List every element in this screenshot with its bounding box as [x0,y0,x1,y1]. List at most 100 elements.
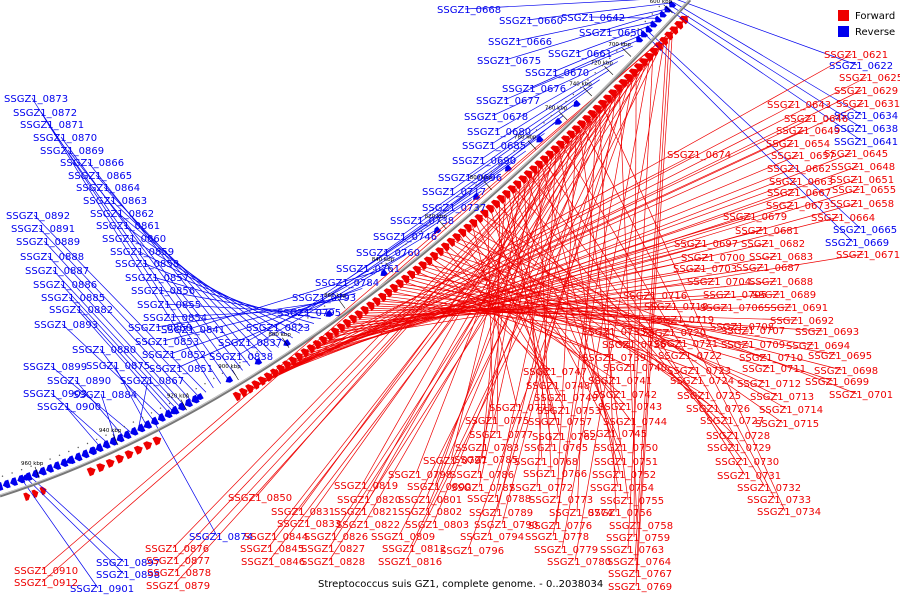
reverse-gene-label[interactable]: SSGZ1_0890 [47,376,111,387]
forward-gene-label[interactable]: SSGZ1_0646 [784,114,848,125]
forward-gene-label[interactable]: SSGZ1_0749 [534,393,598,404]
forward-gene-label[interactable]: SSGZ1_0715 [755,419,819,430]
reverse-gene-label[interactable]: SSGZ1_0685 [462,141,526,152]
forward-gene-label[interactable]: SSGZ1_0779 [534,545,598,556]
forward-gene-label[interactable]: SSGZ1_0718 [644,302,708,313]
forward-gene-label[interactable]: SSGZ1_0743 [598,402,662,413]
forward-gene-label[interactable]: SSGZ1_0796 [440,546,504,557]
forward-gene-label[interactable]: SSGZ1_0707 [721,326,785,337]
forward-gene-label[interactable]: SSGZ1_0645 [824,149,888,160]
reverse-gene-label[interactable]: SSGZ1_0622 [829,61,893,72]
forward-gene-label[interactable]: SSGZ1_0726 [686,404,750,415]
forward-gene-label[interactable]: SSGZ1_0802 [398,507,462,518]
forward-gene-label[interactable]: SSGZ1_0662 [767,164,831,175]
forward-gene-label[interactable]: SSGZ1_0687 [736,263,800,274]
reverse-gene-label[interactable]: SSGZ1_0898 [96,570,160,581]
reverse-gene-label[interactable]: SSGZ1_0634 [834,111,898,122]
reverse-gene-label[interactable]: SSGZ1_0660 [499,16,563,27]
reverse-gene-label[interactable]: SSGZ1_0875 [86,361,150,372]
reverse-gene-label[interactable]: SSGZ1_0889 [16,237,80,248]
reverse-gene-label[interactable]: SSGZ1_0887 [25,266,89,277]
forward-gene-label[interactable]: SSGZ1_0704 [687,277,751,288]
forward-gene-label[interactable]: SSGZ1_0714 [759,405,823,416]
forward-gene-label[interactable]: SSGZ1_0820 [337,495,401,506]
forward-gene-label[interactable]: SSGZ1_0800 [407,482,471,493]
reverse-gene-label[interactable]: SSGZ1_0900 [37,402,101,413]
forward-gene-label[interactable]: SSGZ1_0757 [528,417,592,428]
forward-gene-label[interactable]: SSGZ1_0778 [525,532,589,543]
reverse-gene-label[interactable]: SSGZ1_0893 [34,320,98,331]
forward-gene-label[interactable]: SSGZ1_0722 [658,351,722,362]
forward-gene-label[interactable]: SSGZ1_0679 [723,212,787,223]
forward-gene-label[interactable]: SSGZ1_0753 [537,406,601,417]
forward-gene-label[interactable]: SSGZ1_0758 [609,521,673,532]
forward-gene-label[interactable]: SSGZ1_0691 [764,303,828,314]
forward-gene-label[interactable]: SSGZ1_0705 [703,290,767,301]
reverse-gene-label[interactable]: SSGZ1_0738 [390,216,454,227]
forward-gene-label[interactable]: SSGZ1_0731 [717,471,781,482]
forward-gene-label[interactable]: SSGZ1_0723 [667,366,731,377]
reverse-gene-label[interactable]: SSGZ1_0856 [131,286,195,297]
forward-gene-label[interactable]: SSGZ1_0763 [600,545,664,556]
forward-gene-label[interactable]: SSGZ1_0744 [603,417,667,428]
reverse-gene-label[interactable]: SSGZ1_0873 [4,94,68,105]
reverse-gene-label[interactable]: SSGZ1_0892 [6,211,70,222]
forward-gene-label[interactable]: SSGZ1_0771 [489,403,553,414]
forward-gene-label[interactable]: SSGZ1_0682 [741,239,805,250]
forward-gene-label[interactable]: SSGZ1_0655 [832,185,896,196]
forward-gene-label[interactable]: SSGZ1_0700 [681,253,745,264]
forward-gene-label[interactable]: SSGZ1_0785 [454,455,518,466]
forward-gene-label[interactable]: SSGZ1_0878 [147,568,211,579]
forward-gene-label[interactable]: SSGZ1_0769 [608,582,672,593]
forward-gene-label[interactable]: SSGZ1_0801 [398,495,462,506]
forward-gene-label[interactable]: SSGZ1_0798 [388,470,452,481]
reverse-gene-label[interactable]: SSGZ1_0696 [438,173,502,184]
reverse-gene-label[interactable]: SSGZ1_0669 [825,238,889,249]
reverse-gene-label[interactable]: SSGZ1_0861 [96,221,160,232]
forward-gene-label[interactable]: SSGZ1_0735 [582,327,646,338]
forward-gene-label[interactable]: SSGZ1_0664 [811,213,875,224]
reverse-gene-label[interactable]: SSGZ1_0899 [23,362,87,373]
reverse-gene-label[interactable]: SSGZ1_0853 [135,337,199,348]
reverse-gene-label[interactable]: SSGZ1_0882 [49,305,113,316]
reverse-gene-label[interactable]: SSGZ1_0869 [40,146,104,157]
forward-gene-label[interactable]: SSGZ1_0621 [824,50,888,61]
forward-gene-label[interactable]: SSGZ1_0648 [831,162,895,173]
reverse-gene-label[interactable]: SSGZ1_0638 [834,124,898,135]
forward-gene-label[interactable]: SSGZ1_0711 [742,364,806,375]
reverse-gene-label[interactable]: SSGZ1_0870 [33,133,97,144]
reverse-gene-label[interactable]: SSGZ1_0872 [13,108,77,119]
forward-gene-label[interactable]: SSGZ1_0703 [673,264,737,275]
forward-gene-label[interactable]: SSGZ1_0780 [547,557,611,568]
forward-gene-label[interactable]: SSGZ1_0741 [588,376,652,387]
forward-gene-label[interactable]: SSGZ1_0706 [700,303,764,314]
forward-gene-label[interactable]: SSGZ1_0681 [735,226,799,237]
reverse-gene-label[interactable]: SSGZ1_0852 [142,350,206,361]
reverse-gene-label[interactable]: SSGZ1_0863 [83,196,147,207]
reverse-gene-label[interactable]: SSGZ1_0866 [60,158,124,169]
reverse-gene-label[interactable]: SSGZ1_0864 [76,183,140,194]
forward-gene-label[interactable]: SSGZ1_0844 [244,532,308,543]
forward-gene-label[interactable]: SSGZ1_0739 [582,353,646,364]
forward-gene-label[interactable]: SSGZ1_0698 [814,366,878,377]
forward-gene-label[interactable]: SSGZ1_0786 [450,470,514,481]
forward-gene-label[interactable]: SSGZ1_0709 [721,340,785,351]
reverse-gene-label[interactable]: SSGZ1_0868 [128,323,192,334]
forward-gene-label[interactable]: SSGZ1_0694 [786,341,850,352]
forward-gene-label[interactable]: SSGZ1_0654 [766,139,830,150]
forward-gene-label[interactable]: SSGZ1_0667 [767,188,831,199]
forward-gene-label[interactable]: SSGZ1_0812 [382,544,446,555]
forward-gene-label[interactable]: SSGZ1_0752 [592,470,656,481]
reverse-gene-label[interactable]: SSGZ1_0891 [11,224,75,235]
reverse-gene-label[interactable]: SSGZ1_0784 [315,278,379,289]
forward-gene-label[interactable]: SSGZ1_0912 [14,578,78,589]
forward-gene-label[interactable]: SSGZ1_0693 [795,327,859,338]
forward-gene-label[interactable]: SSGZ1_0775 [465,416,529,427]
forward-gene-label[interactable]: SSGZ1_0625 [839,73,900,84]
forward-gene-label[interactable]: SSGZ1_0697 [674,239,738,250]
forward-gene-label[interactable]: SSGZ1_0828 [301,557,365,568]
forward-gene-label[interactable]: SSGZ1_0729 [707,443,771,454]
forward-gene-label[interactable]: SSGZ1_0910 [14,566,78,577]
forward-gene-label[interactable]: SSGZ1_0720 [642,328,706,339]
forward-gene-label[interactable]: SSGZ1_0762 [532,432,596,443]
